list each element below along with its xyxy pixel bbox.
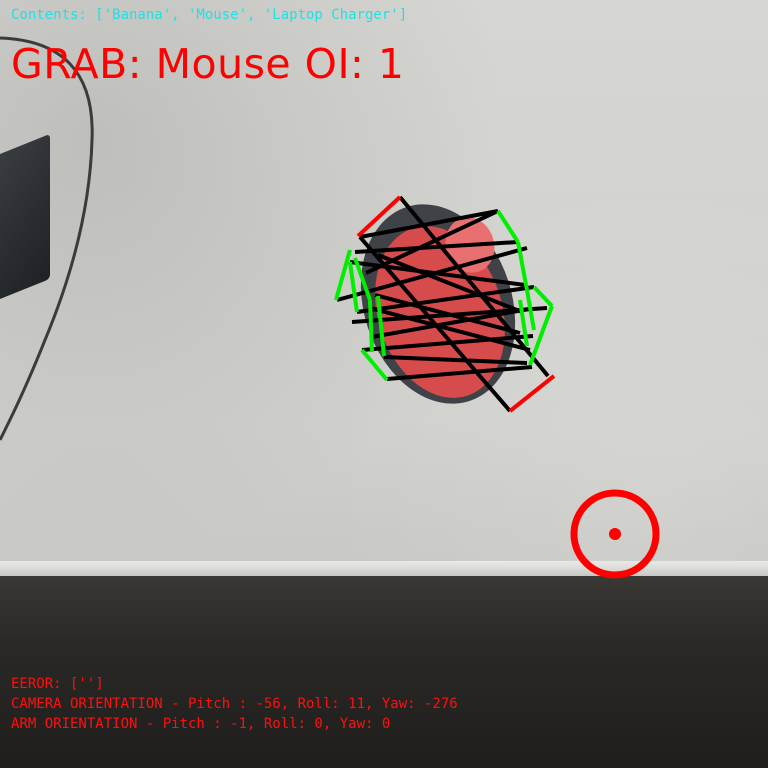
floor-shadow (0, 576, 768, 768)
arm-orientation-readout: ARM ORIENTATION - Pitch : -1, Roll: 0, Y… (11, 716, 391, 732)
desk-edge (0, 561, 768, 579)
detection-edges (334, 209, 554, 382)
camera-orientation-readout: CAMERA ORIENTATION - Pitch : -56, Roll: … (11, 696, 458, 712)
cable (0, 36, 94, 441)
detection-axes (356, 195, 556, 413)
error-readout: EEROR: [''] (11, 676, 104, 692)
contents-readout: Contents: ['Banana', 'Mouse', 'Laptop Ch… (11, 7, 408, 23)
detection-wireframe (336, 195, 550, 413)
target-reticle-icon (570, 489, 660, 579)
grab-status-title: GRAB: Mouse OI: 1 (11, 40, 405, 88)
